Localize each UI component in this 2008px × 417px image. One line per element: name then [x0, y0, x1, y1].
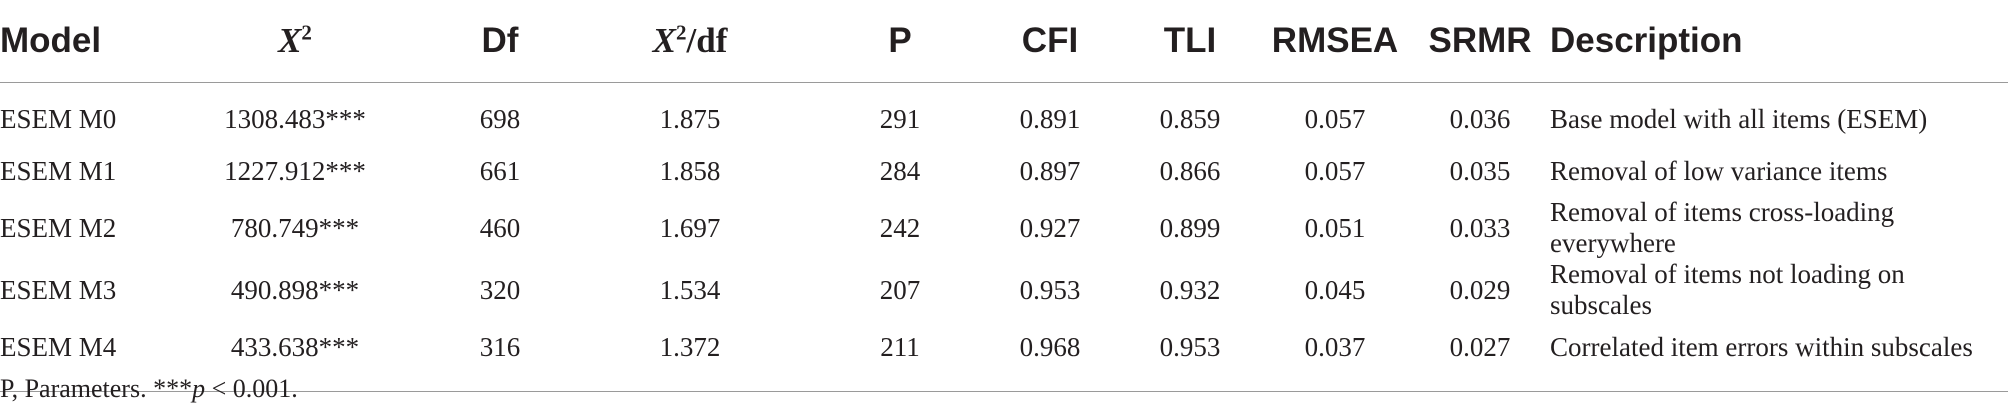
footnote-suffix: < 0.001.: [205, 374, 298, 403]
cell-srmr: 0.035: [1449, 155, 1511, 186]
header-model: Model: [0, 0, 150, 83]
cell-chi-square-df: 1.534: [659, 274, 721, 305]
cell-chi-square: 433.638***: [150, 321, 440, 392]
cell-srmr: 0.029: [1449, 274, 1511, 305]
header-tli: TLI: [1120, 0, 1260, 83]
cell-tli: 0.932: [1159, 274, 1221, 305]
cell-chi-square: 1308.483***: [224, 103, 366, 134]
model-fit-table: Model X2 Df X2/df P CFI TLI RMSEA SRMR D…: [0, 0, 2008, 392]
cell-srmr: 0.033: [1449, 212, 1511, 243]
cell-cfi: 0.927: [1019, 212, 1081, 243]
table-row: ESEM M2 780.749*** 460 1.697 242 0.927 0…: [0, 197, 2008, 259]
cell-cfi: 0.953: [1019, 274, 1081, 305]
cell-tli: 0.953: [1120, 321, 1260, 392]
cell-rmsea: 0.057: [1304, 155, 1366, 186]
table-row: ESEM M4 433.638*** 316 1.372 211 0.968 0…: [0, 321, 2008, 392]
cell-model: ESEM M2: [0, 212, 117, 243]
cell-p: 284: [879, 155, 921, 186]
cell-rmsea: 0.051: [1304, 212, 1366, 243]
cell-chi-square-df: 1.858: [659, 155, 721, 186]
table-row: ESEM M1 1227.912*** 661 1.858 284 0.897 …: [0, 145, 2008, 197]
cell-chi-square-df: 1.697: [659, 212, 721, 243]
footnote-prefix: P, Parameters. ***: [0, 374, 193, 403]
header-df: Df: [440, 0, 560, 83]
cell-description: Removal of low variance items: [1550, 155, 1888, 186]
cell-tli: 0.899: [1159, 212, 1221, 243]
table-row: ESEM M0 1308.483*** 698 1.875 291 0.891 …: [0, 83, 2008, 146]
table-row: ESEM M3 490.898*** 320 1.534 207 0.953 0…: [0, 259, 2008, 321]
cell-df: 661: [479, 155, 521, 186]
cell-chi-square: 780.749***: [230, 212, 360, 243]
cell-srmr: 0.036: [1449, 103, 1511, 134]
cell-p: 291: [879, 103, 921, 134]
header-rmsea: RMSEA: [1260, 0, 1410, 83]
cell-model: ESEM M3: [0, 274, 117, 305]
cell-model: ESEM M4: [0, 321, 150, 392]
cell-rmsea: 0.037: [1260, 321, 1410, 392]
header-row: Model X2 Df X2/df P CFI TLI RMSEA SRMR D…: [0, 0, 2008, 83]
cell-p: 211: [820, 321, 980, 392]
cell-df: 320: [479, 274, 521, 305]
cell-df: 460: [479, 212, 521, 243]
header-p: P: [820, 0, 980, 83]
header-chi-square: X2: [150, 0, 440, 83]
cell-chi-square: 490.898***: [230, 274, 360, 305]
cell-description: Base model with all items (ESEM): [1550, 103, 1928, 134]
cell-cfi: 0.897: [1019, 155, 1081, 186]
cell-model: ESEM M0: [0, 103, 117, 134]
cell-description: Removal of items not loading on subscale…: [1550, 259, 1905, 320]
cell-p: 242: [879, 212, 921, 243]
cell-tli: 0.866: [1159, 155, 1221, 186]
cell-chi-square-df: 1.875: [659, 103, 721, 134]
header-description: Description: [1550, 0, 2008, 83]
cell-chi-square: 1227.912***: [224, 155, 366, 186]
footnote-p-symbol: p: [192, 374, 206, 403]
cell-description: Correlated item errors within subscales: [1550, 321, 2008, 392]
cell-rmsea: 0.045: [1304, 274, 1366, 305]
cell-srmr: 0.027: [1410, 321, 1550, 392]
cell-model: ESEM M1: [0, 155, 117, 186]
cell-df: 316: [440, 321, 560, 392]
results-table-container: Model X2 Df X2/df P CFI TLI RMSEA SRMR D…: [0, 0, 2008, 392]
header-chi-square-df: X2/df: [560, 0, 820, 83]
cell-rmsea: 0.057: [1304, 103, 1366, 134]
cell-p: 207: [879, 274, 921, 305]
cell-cfi: 0.891: [1019, 103, 1081, 134]
cell-tli: 0.859: [1159, 103, 1221, 134]
cell-description: Removal of items cross-loading everywher…: [1550, 197, 1895, 258]
header-srmr: SRMR: [1410, 0, 1550, 83]
cell-df: 698: [479, 103, 521, 134]
header-cfi: CFI: [980, 0, 1120, 83]
table-footnote: P, Parameters. ***p < 0.001.: [0, 374, 298, 404]
cell-chi-square-df: 1.372: [560, 321, 820, 392]
cell-cfi: 0.968: [980, 321, 1120, 392]
